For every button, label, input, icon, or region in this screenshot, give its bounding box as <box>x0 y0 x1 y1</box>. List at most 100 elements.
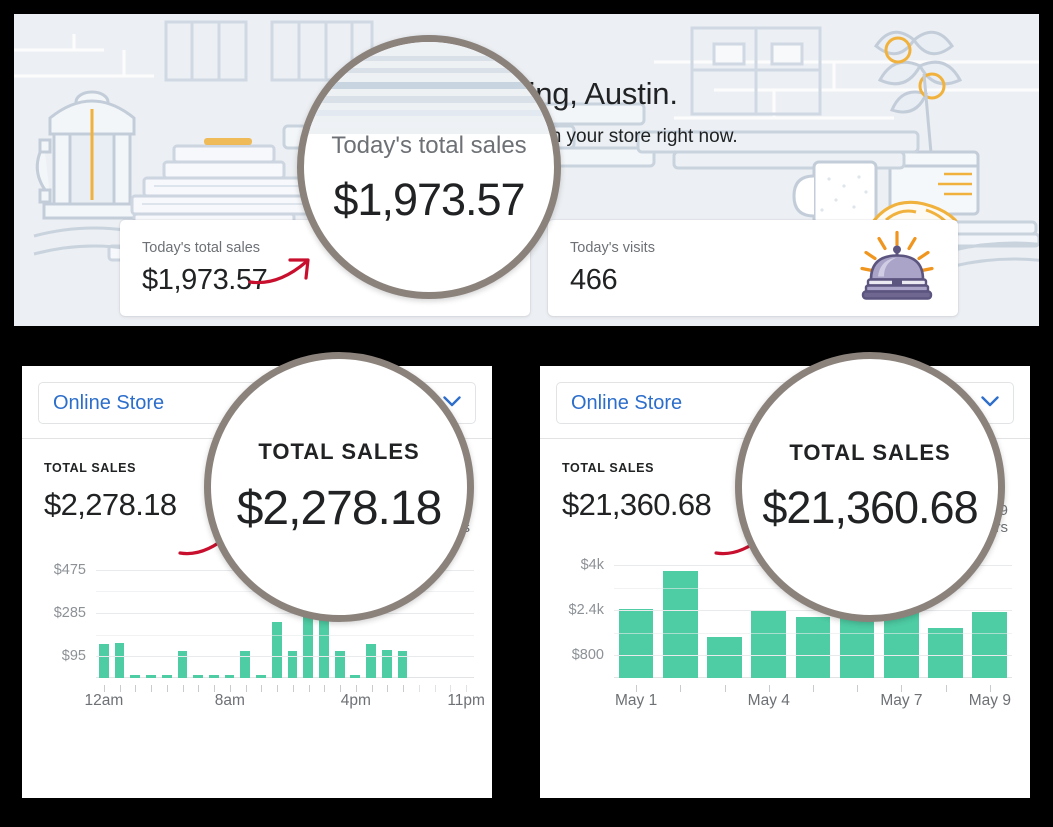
metric-value: $21,360.68 <box>562 487 712 522</box>
x-tick-mark <box>292 685 294 692</box>
x-tick-mark <box>355 685 357 692</box>
chart-bar[interactable] <box>928 628 963 678</box>
x-tick-mark <box>324 685 326 692</box>
gridline <box>614 632 1012 634</box>
x-tick-mark <box>945 685 947 692</box>
magnifier-value: $21,360.68 <box>762 482 978 533</box>
metric-value: $2,278.18 <box>44 487 177 522</box>
chart-bar[interactable] <box>209 675 219 678</box>
chart-bar[interactable] <box>303 574 314 678</box>
x-tick-mark <box>813 685 814 692</box>
x-tick-mark <box>135 685 137 692</box>
chart-bar[interactable] <box>256 675 266 678</box>
channel-select-value: Online Store <box>571 391 683 414</box>
metric-block: TOTAL SALES $2,278.18 9 orders <box>22 439 492 542</box>
magnifier-label: Today's total sales <box>331 132 527 159</box>
chart-bar[interactable] <box>795 616 831 678</box>
chart-bar[interactable] <box>751 611 786 678</box>
x-tick-mark <box>229 685 231 692</box>
stat-card-label: Today's visits <box>570 239 655 256</box>
chart-bar[interactable] <box>193 675 204 678</box>
chart-bar[interactable] <box>381 649 392 678</box>
chart-bar[interactable] <box>366 643 376 678</box>
stat-card-label: Today's total sales <box>142 239 261 256</box>
chart-bar[interactable] <box>707 637 742 678</box>
x-tick-mark <box>450 685 452 692</box>
y-axis-tick-label: $285 <box>53 605 86 621</box>
x-tick-mark <box>340 685 342 692</box>
magnifier-value: $1,973.57 <box>333 174 525 225</box>
stat-card-value: $1,973.57 <box>142 263 268 296</box>
y-axis-tick-label: $2.4k <box>568 602 604 619</box>
chart-bar[interactable] <box>397 650 408 678</box>
magnifier-total-sales-hourly: TOTAL SALES $2,278.18 <box>204 352 474 622</box>
chart-bar[interactable] <box>177 650 188 678</box>
x-tick-mark <box>245 685 247 692</box>
chart-plot: $800 $2.4k $4k <box>569 548 1012 692</box>
chevron-down-icon <box>981 394 999 412</box>
chart-bar[interactable] <box>161 675 172 678</box>
x-tick-mark <box>371 685 373 692</box>
chart-bar[interactable] <box>319 595 329 678</box>
x-tick-mark <box>214 685 216 692</box>
gridline <box>614 655 1012 657</box>
magnifier-total-sales-daily: TOTAL SALES $21,360.68 <box>735 352 1005 622</box>
chart-bar[interactable] <box>972 611 1007 678</box>
x-tick-mark <box>989 685 991 692</box>
y-axis-tick-label: $800 <box>571 647 604 664</box>
x-axis-tick-label: May 4 <box>747 692 790 709</box>
chart-bar[interactable] <box>224 675 235 678</box>
chart-bar[interactable] <box>350 675 361 678</box>
chart-bar[interactable] <box>334 650 345 678</box>
x-tick-mark <box>403 685 405 692</box>
chart-bar[interactable] <box>130 675 141 678</box>
chart-bar[interactable] <box>240 650 251 678</box>
bar-series <box>614 548 1012 678</box>
x-tick-mark <box>466 685 468 692</box>
x-tick-mark <box>261 685 263 692</box>
order-count: 9 <box>999 502 1008 519</box>
chart-bar[interactable] <box>114 642 125 678</box>
x-tick-mark <box>857 685 859 692</box>
service-bell-icon <box>858 230 936 306</box>
chart-bar[interactable] <box>271 622 282 678</box>
y-axis-tick-label: $4k <box>580 556 604 573</box>
x-tick-mark <box>151 685 153 692</box>
chart-bar[interactable] <box>146 675 156 678</box>
y-axis-tick-label: $95 <box>61 648 86 665</box>
x-axis-tick-label: May 1 <box>615 692 658 709</box>
daily-sales-chart: $800 $2.4k $4k May 1 May 4 May 7 May 9 <box>540 542 1030 730</box>
x-tick-mark <box>636 685 638 692</box>
y-axis-tick-label: $475 <box>53 561 86 578</box>
stat-card-todays-visits[interactable]: Today's visits 466 <box>548 220 958 316</box>
x-axis-labels: 12am 8am 4pm 11pm <box>84 692 484 720</box>
metric-label: TOTAL SALES <box>44 461 137 475</box>
gridline <box>96 634 474 636</box>
magnifier-label: TOTAL SALES <box>258 438 420 464</box>
x-axis-line <box>96 677 474 678</box>
metric-label: TOTAL SALES <box>562 461 655 475</box>
magnifier-value: $2,278.18 <box>236 481 443 535</box>
x-tick-mark <box>119 685 121 692</box>
chart-bar[interactable] <box>287 650 298 678</box>
x-tick-mark <box>308 685 310 692</box>
x-axis-labels: May 1 May 4 May 7 May 9 <box>614 692 1012 720</box>
chart-bar[interactable] <box>98 643 109 678</box>
x-tick-mark <box>387 685 389 692</box>
x-axis-tick-label: 12am <box>84 692 124 709</box>
bar-series <box>96 548 474 678</box>
x-axis-tick-label: 8am <box>214 692 245 709</box>
x-tick-mark <box>724 685 726 692</box>
gridline <box>96 656 474 658</box>
gridline <box>614 610 1012 612</box>
chart-bar[interactable] <box>618 609 654 678</box>
stat-card-value: 466 <box>570 263 618 296</box>
magnifier-label: TOTAL SALES <box>789 440 951 465</box>
x-tick-mark <box>166 685 168 692</box>
x-tick-mark <box>277 685 279 692</box>
channel-select-value: Online Store <box>53 391 165 414</box>
magnifier-today-sales: Today's total sales $1,973.57 <box>297 35 561 299</box>
x-tick-mark <box>680 685 682 692</box>
x-axis-tick-label: 4pm <box>340 692 371 709</box>
